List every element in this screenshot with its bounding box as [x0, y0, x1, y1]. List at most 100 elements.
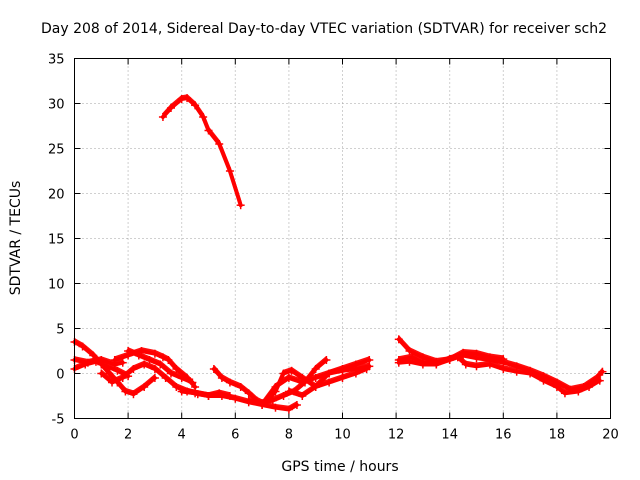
y-axis-label: SDTVAR / TECUs: [8, 181, 24, 296]
data-point: [279, 369, 288, 378]
series-arc-1-band: [73, 338, 156, 393]
data-point: [263, 396, 272, 405]
chart-title: Day 208 of 2014, Sidereal Day-to-day VTE…: [41, 21, 607, 37]
data-point: [209, 365, 218, 373]
data-point: [217, 392, 226, 400]
data-point: [405, 357, 414, 366]
x-tick-label: 16: [495, 428, 512, 443]
data-point: [150, 374, 159, 382]
data-point: [129, 365, 138, 373]
data-point: [292, 401, 301, 409]
data-point: [91, 357, 100, 366]
data-point: [225, 167, 234, 175]
y-tick-label: 20: [48, 188, 65, 203]
data-point: [394, 335, 403, 344]
data-point: [394, 358, 403, 367]
data-point: [325, 378, 334, 387]
series-arc-11-band: [266, 365, 368, 399]
x-tick-label: 14: [441, 428, 458, 443]
x-tick-label: 18: [549, 428, 566, 443]
data-point: [166, 369, 175, 378]
data-point: [118, 374, 127, 382]
data-point: [552, 383, 561, 391]
data-point: [191, 389, 200, 398]
data-point: [338, 365, 347, 373]
data-point: [271, 387, 280, 396]
data-point: [499, 365, 508, 373]
x-tick-label: 10: [334, 428, 351, 443]
data-point: [560, 389, 569, 398]
data-point: [585, 383, 594, 391]
data-point: [258, 401, 267, 409]
x-tick-label: 0: [70, 428, 78, 443]
data-point: [118, 358, 127, 367]
data-point: [236, 383, 245, 391]
data-point: [512, 367, 521, 376]
data-point: [325, 369, 334, 378]
series-arc-1: [72, 340, 157, 397]
data-point: [351, 360, 360, 369]
x-axis-label: GPS time / hours: [281, 459, 398, 475]
data-point: [539, 376, 548, 385]
data-point: [134, 351, 143, 360]
data-point: [215, 140, 224, 148]
y-tick-label: 25: [48, 143, 65, 158]
x-tick-label: 8: [285, 428, 293, 443]
data-point: [161, 374, 170, 382]
data-point: [298, 374, 307, 382]
y-tick-label: 10: [48, 278, 65, 293]
data-point: [461, 360, 470, 369]
data-point: [156, 360, 165, 369]
x-tick-label: 20: [602, 428, 619, 443]
data-point: [150, 349, 159, 358]
data-point: [183, 94, 192, 103]
axis-ticks: 0 2 4 6 8 10 12 14 16 18 20 -5 0 5 10 15 20 25 30 35: [48, 53, 619, 443]
y-tick-label: 0: [56, 368, 64, 383]
data-point: [271, 403, 280, 412]
data-point: [188, 378, 197, 387]
data-point: [244, 389, 253, 398]
data-point: [97, 369, 106, 378]
data-point: [113, 366, 122, 375]
data-point: [311, 365, 320, 373]
data-point: [145, 356, 154, 364]
data-point: [598, 367, 607, 376]
y-tick-label: 5: [56, 323, 64, 338]
data-point: [405, 347, 414, 355]
data-point: [166, 104, 175, 112]
data-point: [121, 387, 130, 396]
x-tick-label: 6: [231, 428, 239, 443]
y-tick-label: -5: [52, 413, 65, 428]
y-tick-label: 15: [48, 233, 65, 248]
x-tick-label: 4: [178, 428, 186, 443]
data-point: [362, 365, 371, 373]
data-point: [284, 387, 293, 396]
series-arc-9: [179, 389, 299, 412]
data-series: [70, 94, 607, 414]
data-point: [445, 356, 454, 364]
data-point: [225, 378, 234, 387]
data-point: [164, 356, 173, 364]
data-point: [217, 374, 226, 382]
data-point: [78, 342, 87, 351]
data-point: [177, 387, 186, 396]
data-point: [284, 374, 293, 382]
data-point: [177, 95, 186, 103]
data-point: [140, 360, 149, 369]
data-point: [204, 392, 213, 400]
data-point: [365, 356, 374, 364]
data-point: [311, 374, 320, 382]
data-point: [172, 365, 181, 373]
data-point: [204, 126, 213, 135]
plot-frame: [74, 58, 611, 419]
data-point: [158, 113, 167, 121]
series-arc-9-band: [181, 387, 298, 409]
data-point: [472, 362, 481, 371]
data-point: [102, 362, 111, 371]
data-point: [140, 383, 149, 391]
data-point: [279, 392, 288, 400]
data-point: [244, 396, 253, 405]
data-point: [338, 374, 347, 382]
data-point: [150, 365, 159, 373]
data-point: [231, 394, 240, 403]
